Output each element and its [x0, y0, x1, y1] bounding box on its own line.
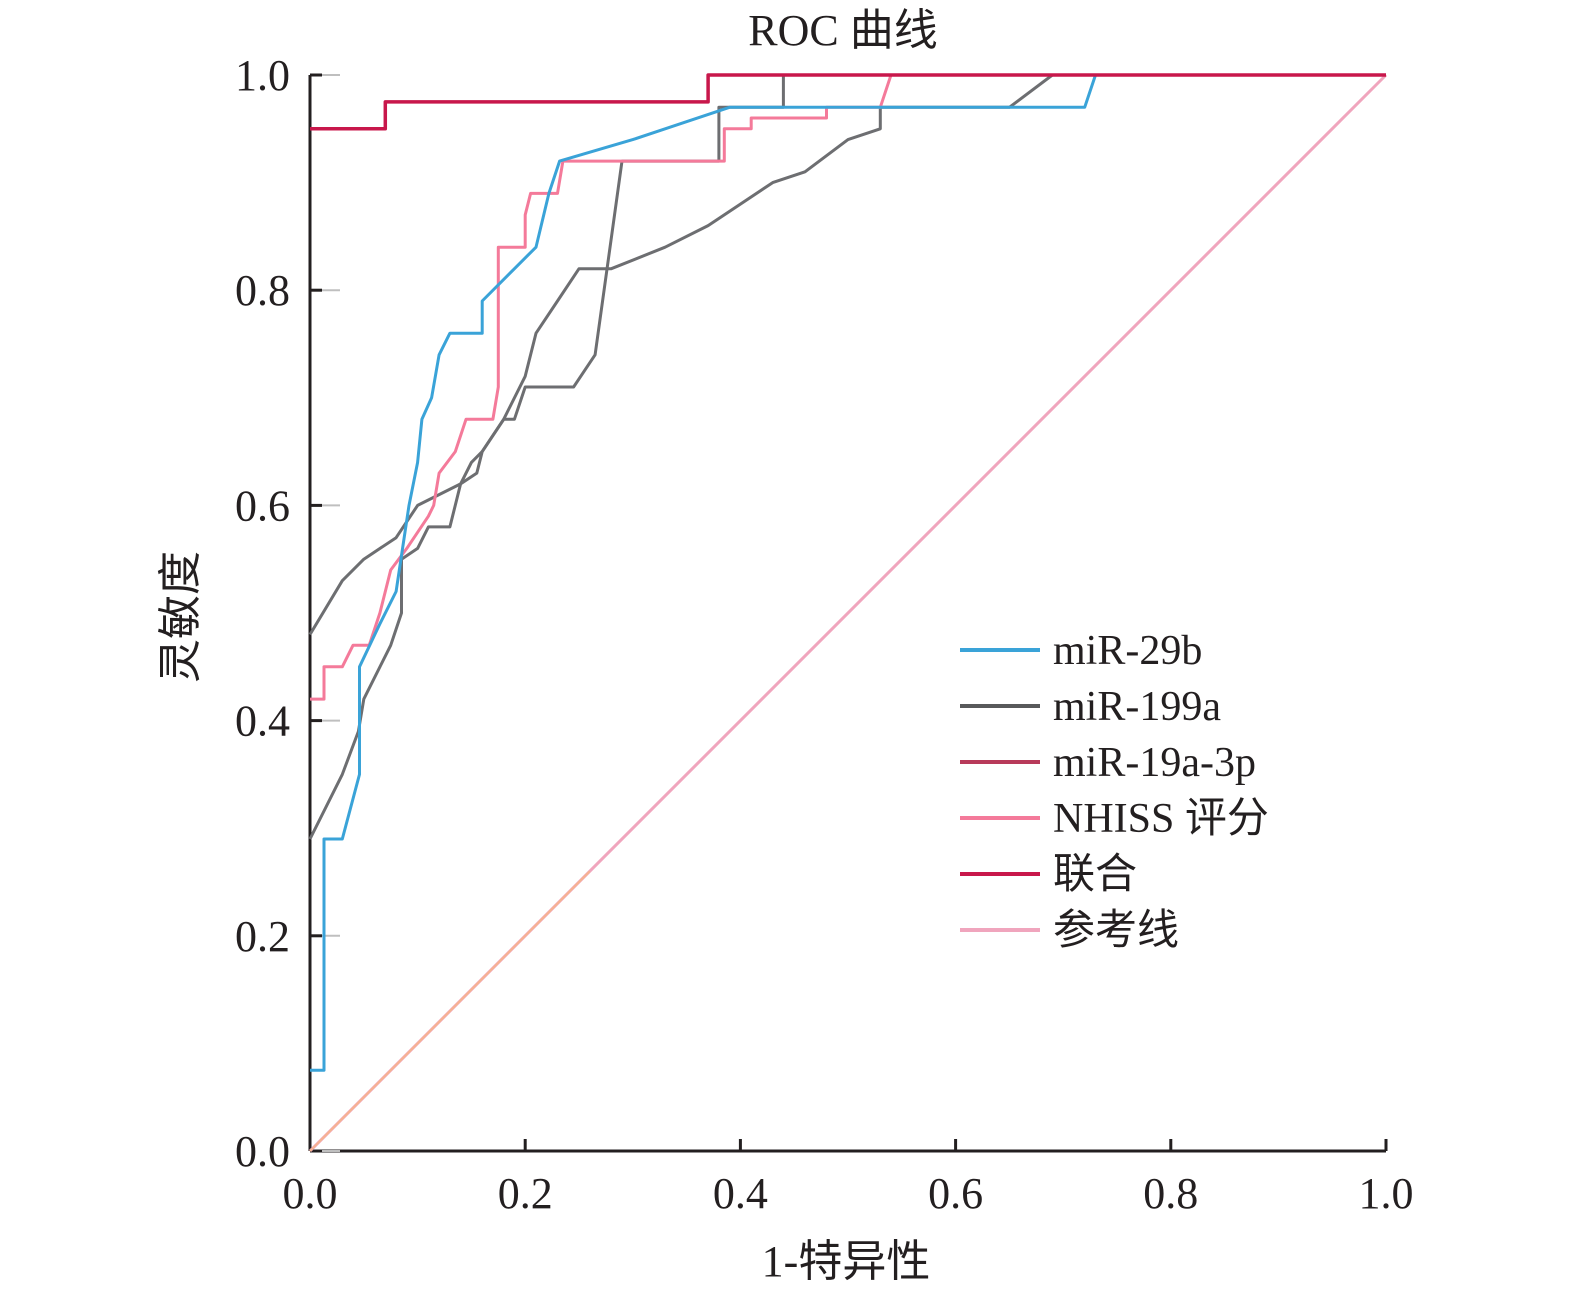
x-tick-label: 0.4	[713, 1169, 768, 1218]
axes: 0.0 0.2 0.4 0.6 0.8 1.0 0.0 0.2 0.4 0.6 0.8 1.0	[235, 51, 1414, 1218]
legend-label: 联合	[1053, 852, 1137, 898]
series-line-mir-199a	[308, 73, 1386, 840]
y-tick-label: 0.6	[235, 481, 290, 530]
y-tick-label: 0.8	[235, 266, 290, 315]
x-tick-label: 0.2	[498, 1169, 553, 1218]
legend-label: miR-199a	[1053, 684, 1221, 730]
legend-label: miR-19a-3p	[1053, 740, 1256, 786]
x-tick-label: 0.0	[283, 1169, 338, 1218]
legend-label: 参考线	[1053, 907, 1179, 954]
legend-label: NHISS 评分	[1053, 796, 1269, 842]
legend-label: miR-29b	[1053, 628, 1202, 674]
y-axis-title: 灵敏度	[156, 551, 205, 683]
plot-lines	[308, 73, 1388, 1153]
x-tick-label: 0.8	[1143, 1169, 1198, 1218]
x-axis-title: 1-特异性	[762, 1237, 931, 1286]
series-line-nhiss	[310, 73, 1386, 701]
chart-title: ROC 曲线	[748, 6, 937, 55]
series-line-4	[310, 73, 1386, 131]
y-tick-label: 0.4	[235, 697, 290, 746]
y-tick-label: 1.0	[235, 51, 290, 100]
y-tick-label: 0.2	[235, 912, 290, 961]
x-tick-label: 0.6	[928, 1169, 983, 1218]
reference-line-tint	[309, 870, 591, 1152]
series-line-mir-19a-3p	[308, 73, 1386, 636]
x-tick-label: 1.0	[1359, 1169, 1414, 1218]
y-tick-label: 0.0	[235, 1127, 290, 1176]
series-line-mir-29b	[310, 73, 1386, 1072]
